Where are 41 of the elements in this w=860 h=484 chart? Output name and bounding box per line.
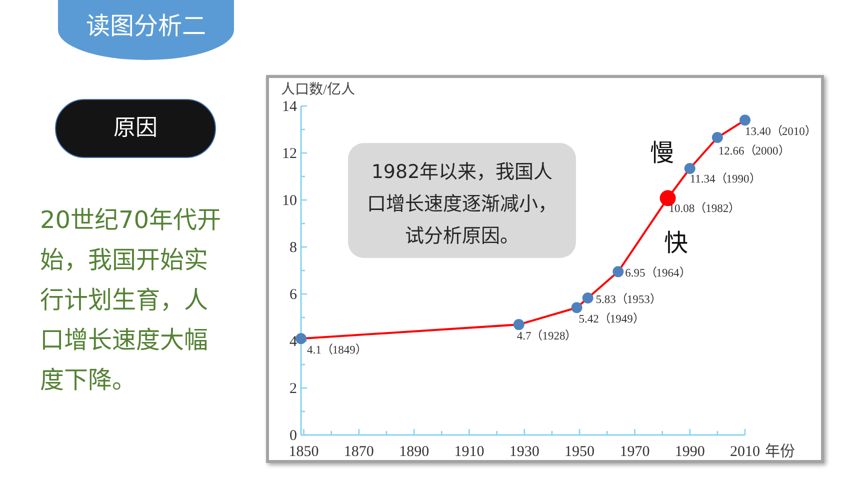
data-label: 6.95（1964） <box>625 266 690 280</box>
x-tick-label: 1970 <box>620 444 650 460</box>
y-tick-label: 12 <box>282 146 297 162</box>
y-tick-label: 2 <box>290 381 297 397</box>
data-label: 4.1（1849） <box>307 344 366 357</box>
text: 原因 <box>56 100 215 157</box>
point <box>740 114 750 126</box>
data-label: 5.83（1953） <box>596 292 661 306</box>
x-tick-label: 1910 <box>454 444 484 460</box>
x-tick-label: 1890 <box>399 444 430 460</box>
y-tick-label: 4 <box>290 334 298 350</box>
x-tick-label: 1930 <box>509 444 540 460</box>
y-axis-title: 人口数/亿人 <box>281 82 355 98</box>
data-label: 13.40（2010） <box>745 125 816 138</box>
text: 20世纪70年代开始，我国开始实行计划生育，人口增长速度大幅度下降。 <box>40 205 222 396</box>
annotation: 快 <box>664 229 688 257</box>
y-tick-label: 14 <box>282 99 298 115</box>
y-tick-label: 8 <box>290 240 297 256</box>
x-axis-title: 年份 <box>765 443 795 460</box>
point <box>571 302 582 314</box>
x-tick-label: 1950 <box>564 444 595 460</box>
chart-title: 读图分析二 <box>85 11 207 42</box>
y-tick-label: 0 <box>290 428 297 444</box>
point <box>612 266 624 278</box>
point <box>513 319 524 330</box>
annotation: 1982年以来，我国人口增长速度逐渐减小，试分析原因。 <box>366 160 558 249</box>
point <box>582 292 594 304</box>
data-label: 10.08（1982） <box>668 202 740 216</box>
annotation: 慢 <box>650 139 674 167</box>
x-tick-label: 2010 <box>730 444 760 460</box>
data-label: 11.34（1990） <box>690 172 760 186</box>
x-tick-label: 1870 <box>344 444 374 460</box>
data-label: 12.66（2000） <box>718 144 790 158</box>
x-tick-label: 1850 <box>288 444 319 460</box>
y-tick-label: 10 <box>282 193 297 209</box>
data-label: 4.7（1928） <box>516 330 576 343</box>
point <box>684 163 696 174</box>
point <box>712 132 723 143</box>
y-tick-label: 6 <box>290 287 298 303</box>
data-label: 5.42（1949） <box>578 312 644 326</box>
x-tick-label: 1990 <box>674 444 705 460</box>
